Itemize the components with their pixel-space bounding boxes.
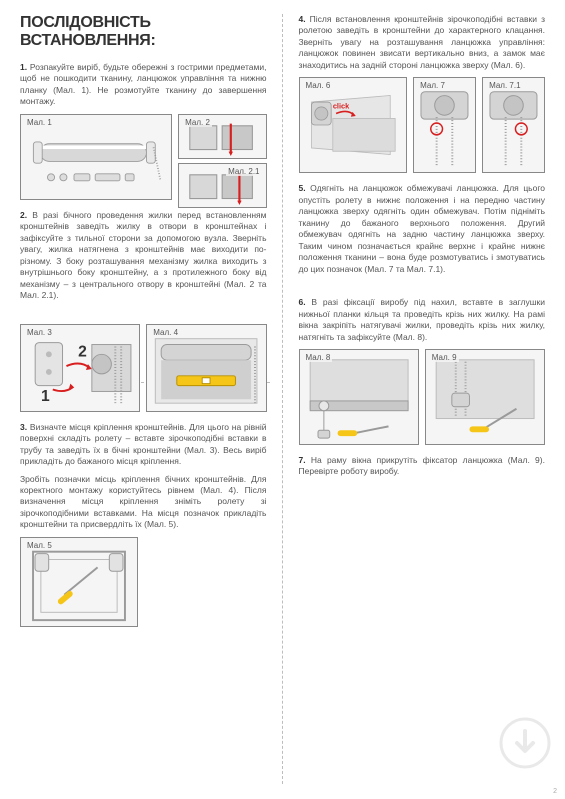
- figure-1-caption: Мал. 1: [25, 118, 54, 127]
- svg-text:2: 2: [78, 343, 87, 360]
- step-6: 6. В разі фіксації виробу під нахил, вст…: [299, 297, 546, 343]
- watermark-icon: [499, 717, 551, 769]
- step-2: 2. В разі бічного проведення жилки перед…: [20, 210, 267, 302]
- figure-8-caption: Мал. 8: [304, 353, 333, 362]
- step-3: 3. Визначте місця кріплення кронштейнів.…: [20, 422, 267, 468]
- figure-1: Мал. 1: [20, 114, 172, 200]
- step-4-text: Після встановлення кронштейнів зірочкопо…: [299, 14, 546, 70]
- step-6-text: В разі фіксації виробу під нахил, вставт…: [299, 297, 546, 341]
- figure-7-1: Мал. 7.1: [482, 77, 545, 173]
- figure-5: Мал. 5: [20, 537, 138, 627]
- svg-text:1: 1: [41, 388, 50, 405]
- step-1: 1. Розпакуйте виріб, будьте обережні з г…: [20, 62, 267, 108]
- figure-2-caption: Мал. 2: [183, 118, 212, 127]
- figure-4-caption: Мал. 4: [151, 328, 180, 337]
- left-column: ПОСЛІДОВНІСТЬ ВСТАНОВЛЕННЯ: 1. Розпакуйт…: [0, 0, 283, 799]
- page-number: 2: [553, 788, 557, 795]
- step-1-text: Розпакуйте виріб, будьте обережні з гост…: [20, 62, 267, 106]
- figure-7-1-caption: Мал. 7.1: [487, 81, 522, 90]
- step-7-text: На раму вікна прикрутіть фіксатор ланцюж…: [299, 455, 545, 476]
- step-5: 5. Одягніть на ланцюжок обмежувачі ланцю…: [299, 183, 546, 275]
- figure-5-caption: Мал. 5: [25, 541, 54, 550]
- figure-6-caption: Мал. 6: [304, 81, 333, 90]
- step-7: 7. На раму вікна прикрутіть фіксатор лан…: [299, 455, 546, 478]
- figure-2-1: Мал. 2.1: [178, 163, 266, 208]
- step-3b: Зробіть позначки місць кріплення бічних …: [20, 474, 267, 531]
- figure-9-caption: Мал. 9: [430, 353, 459, 362]
- step-5-text: Одягніть на ланцюжок обмежувачі ланцюжка…: [299, 183, 546, 273]
- figure-4: Мал. 4: [146, 324, 266, 412]
- right-column: 4. Після встановлення кронштейнів зірочк…: [283, 0, 565, 799]
- step-2-text: В разі бічного проведення жилки перед вс…: [20, 210, 267, 300]
- step-4: 4. Після встановлення кронштейнів зірочк…: [299, 14, 546, 71]
- page-title: ПОСЛІДОВНІСТЬ ВСТАНОВЛЕННЯ:: [20, 14, 267, 50]
- figure-2-group: Мал. 2 Мал. 2.1: [178, 114, 266, 200]
- figure-9: Мал. 9: [425, 349, 545, 445]
- figure-3: Мал. 3 2 1: [20, 324, 140, 412]
- figure-8: Мал. 8: [299, 349, 419, 445]
- figure-2-1-caption: Мал. 2.1: [226, 167, 261, 176]
- figure-7: Мал. 7: [413, 77, 476, 173]
- figure-6: Мал. 6 click: [299, 77, 408, 173]
- click-label: click: [332, 102, 349, 111]
- figure-2: Мал. 2: [178, 114, 266, 159]
- step-3-text: Визначте місця кріплення кронштейнів. Дл…: [20, 422, 267, 466]
- figure-7-caption: Мал. 7: [418, 81, 447, 90]
- figure-3-caption: Мал. 3: [25, 328, 54, 337]
